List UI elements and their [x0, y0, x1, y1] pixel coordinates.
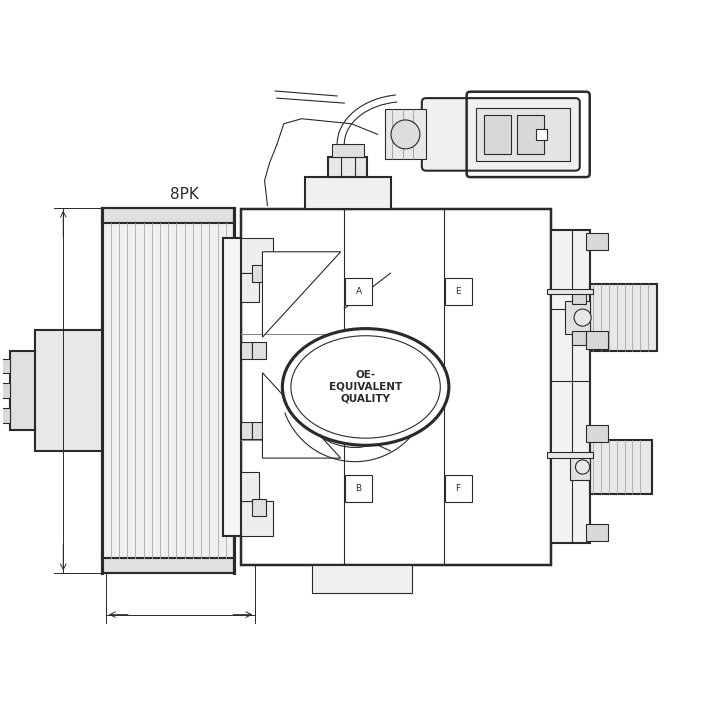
Bar: [252, 265, 266, 282]
Text: B: B: [356, 484, 361, 493]
Bar: [234, 342, 252, 359]
Bar: [103, 223, 234, 558]
Text: 8PK: 8PK: [170, 187, 199, 202]
Bar: [517, 115, 544, 153]
Text: F: F: [455, 484, 460, 493]
Bar: [234, 422, 252, 440]
Circle shape: [574, 309, 591, 326]
Bar: [35, 330, 103, 451]
Circle shape: [576, 460, 589, 474]
Bar: [589, 284, 657, 351]
Bar: [332, 144, 364, 157]
Bar: [328, 157, 367, 177]
Bar: [485, 115, 511, 153]
Bar: [570, 454, 589, 480]
Bar: [103, 558, 234, 574]
Bar: [476, 108, 570, 161]
Bar: [252, 422, 266, 440]
Bar: [0, 358, 10, 373]
Bar: [565, 300, 589, 335]
Text: OE-
EQUIVALENT
QUALITY: OE- EQUIVALENT QUALITY: [329, 371, 402, 404]
Bar: [10, 351, 35, 429]
Bar: [313, 565, 412, 593]
Bar: [0, 384, 10, 398]
Bar: [223, 237, 241, 536]
Bar: [241, 273, 259, 302]
Bar: [587, 524, 607, 541]
Bar: [589, 440, 652, 494]
Bar: [587, 425, 607, 442]
Bar: [547, 452, 593, 458]
Bar: [252, 342, 266, 359]
Bar: [234, 265, 252, 282]
Circle shape: [391, 120, 420, 149]
Bar: [572, 331, 587, 345]
Bar: [385, 110, 426, 159]
Text: E: E: [455, 287, 461, 296]
Polygon shape: [262, 252, 341, 337]
Bar: [547, 289, 593, 295]
Bar: [234, 499, 252, 516]
Bar: [445, 278, 472, 305]
Bar: [551, 230, 589, 543]
Bar: [345, 278, 372, 305]
Bar: [587, 232, 607, 250]
Bar: [241, 209, 551, 565]
Bar: [252, 499, 266, 516]
Bar: [305, 177, 391, 209]
Bar: [536, 129, 547, 140]
Bar: [572, 290, 587, 304]
Bar: [241, 500, 273, 536]
Bar: [241, 237, 273, 273]
Bar: [445, 475, 472, 502]
FancyBboxPatch shape: [422, 98, 580, 171]
Bar: [103, 208, 234, 223]
Bar: [241, 473, 259, 500]
Bar: [0, 408, 10, 422]
Text: A: A: [356, 287, 361, 296]
Polygon shape: [262, 373, 341, 458]
Ellipse shape: [291, 336, 440, 438]
Ellipse shape: [282, 328, 449, 445]
Bar: [345, 475, 372, 502]
Bar: [587, 331, 607, 348]
